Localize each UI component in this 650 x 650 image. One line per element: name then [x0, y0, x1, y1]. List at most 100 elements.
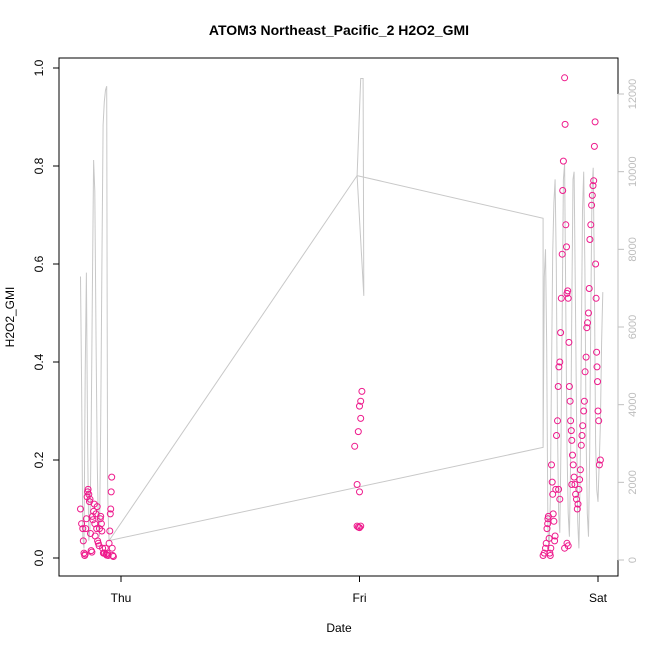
data-point	[353, 481, 361, 488]
data-point	[546, 552, 554, 559]
data-point	[590, 177, 598, 185]
data-point	[551, 532, 559, 540]
data-point	[565, 338, 573, 346]
data-point	[566, 397, 574, 405]
data-point	[104, 552, 112, 559]
data-point	[97, 520, 105, 528]
data-point	[595, 417, 603, 425]
data-point	[85, 490, 93, 498]
data-point	[594, 378, 601, 386]
data-point	[556, 495, 564, 503]
data-point	[587, 221, 595, 229]
data-point	[556, 358, 564, 366]
data-point	[595, 461, 603, 469]
data-point	[577, 441, 585, 449]
altitude-line	[80, 78, 604, 549]
y-tick-label: 0.0	[32, 549, 46, 566]
data-point	[109, 552, 117, 559]
data-point	[547, 544, 555, 552]
data-point	[570, 473, 578, 481]
data-point	[98, 527, 106, 535]
data-point	[89, 516, 97, 524]
data-point	[106, 510, 114, 518]
data-point	[79, 525, 87, 533]
data-point	[592, 294, 600, 302]
chart-title: ATOM3 Northeast_Pacific_2 H2O2_GMI	[209, 22, 469, 38]
data-point	[548, 478, 556, 486]
data-point	[573, 505, 581, 513]
data-point	[109, 553, 117, 560]
data-point	[576, 476, 584, 484]
plot-frame	[58, 57, 619, 577]
data-point	[549, 490, 557, 498]
data-point	[567, 427, 575, 435]
data-point	[108, 473, 116, 481]
data-point	[579, 422, 587, 430]
altitude-line-layer	[80, 78, 604, 549]
data-point	[571, 481, 579, 488]
y-tick-label: 0.8	[32, 157, 46, 174]
data-point	[358, 387, 366, 395]
data-point	[592, 260, 600, 268]
data-point	[561, 120, 569, 128]
data-point	[550, 517, 558, 525]
data-point	[567, 417, 575, 425]
data-point	[583, 324, 591, 332]
data-point	[569, 461, 577, 469]
data-point	[551, 537, 559, 545]
data-point	[553, 432, 560, 439]
data-point	[568, 481, 576, 488]
right-tick-label: 10000	[627, 156, 639, 187]
data-point	[593, 348, 601, 356]
y-tick-label: 0.6	[32, 255, 46, 272]
data-point	[357, 414, 365, 422]
data-point	[77, 505, 84, 513]
data-point	[580, 407, 588, 415]
data-point	[78, 520, 86, 528]
data-point	[86, 495, 94, 503]
right-tick-label: 0	[627, 557, 639, 563]
data-point	[81, 550, 89, 558]
data-point	[93, 503, 101, 511]
data-point	[351, 442, 359, 450]
data-point	[96, 515, 104, 523]
data-point	[591, 118, 599, 126]
data-point	[585, 285, 593, 292]
data-point	[564, 287, 572, 295]
data-point	[549, 510, 557, 518]
data-point	[580, 397, 588, 405]
y-axis-label: H2O2_GMI	[3, 287, 17, 348]
data-point	[544, 520, 552, 528]
data-point	[543, 525, 551, 533]
data-point	[552, 485, 560, 493]
right-tick-label: 4000	[627, 392, 639, 416]
x-tick-label: Fri	[353, 591, 367, 605]
data-point	[107, 488, 115, 496]
data-point	[82, 525, 90, 533]
data-point	[99, 544, 107, 552]
data-point	[564, 542, 572, 550]
data-point	[354, 428, 362, 436]
data-point	[357, 397, 365, 405]
axes-layer: 0.0 0.2 0.4 0.6 0.8 1.0 Thu Fri Sat 0 2000 4000 6000…	[32, 57, 639, 605]
right-tick-label: 12000	[627, 79, 639, 110]
y-tick-label: 1.0	[32, 59, 46, 76]
data-point	[582, 353, 590, 361]
data-point	[590, 142, 598, 150]
data-point	[565, 383, 573, 390]
data-point	[95, 542, 103, 550]
data-point	[555, 485, 563, 493]
data-point	[575, 485, 583, 493]
data-point	[584, 319, 591, 327]
data-point	[88, 548, 96, 556]
right-tick-label: 6000	[627, 315, 639, 339]
data-point	[559, 187, 567, 194]
data-point	[594, 407, 602, 415]
data-point	[588, 201, 596, 209]
data-point	[554, 417, 561, 425]
data-point	[564, 294, 572, 302]
x-axis-label: Date	[326, 621, 352, 635]
y-tick-label: 0.2	[32, 451, 46, 468]
data-point	[588, 191, 596, 199]
